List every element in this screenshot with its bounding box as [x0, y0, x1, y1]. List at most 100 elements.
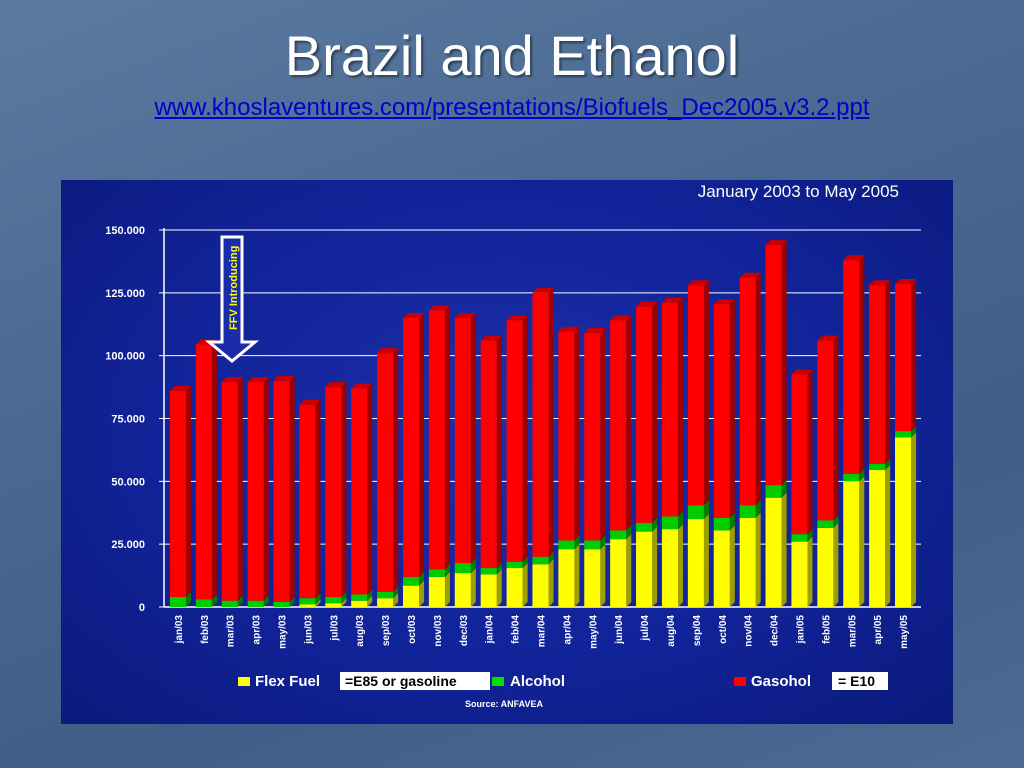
x-tick-label: aug/03	[355, 615, 366, 647]
bar-flex-fuel	[377, 598, 394, 607]
bar-side-alcohol	[548, 551, 554, 565]
bar-side-gasohol	[289, 375, 295, 602]
bar-stack-mar-04	[532, 287, 554, 607]
bar-top-cap	[351, 383, 373, 389]
bar-side-flex-fuel	[367, 595, 373, 607]
bar-top-cap	[325, 382, 347, 388]
bar-flex-fuel	[454, 573, 471, 607]
bar-stack-feb-03	[195, 339, 217, 607]
y-tick-label: 25.000	[111, 539, 145, 551]
bar-side-gasohol	[548, 287, 554, 557]
bar-gasohol	[817, 340, 834, 521]
bar-gasohol	[480, 340, 497, 569]
bar-side-alcohol	[833, 515, 839, 528]
bar-alcohol	[687, 505, 704, 520]
x-tick-label: dec/03	[459, 615, 470, 647]
bar-side-alcohol	[496, 563, 502, 575]
bar-stack-may-05	[895, 279, 917, 607]
bar-side-gasohol	[781, 240, 787, 486]
chart-source: Source: ANFAVEA	[465, 699, 544, 709]
bar-top-cap	[765, 240, 787, 246]
bar-flex-fuel	[739, 517, 756, 607]
bar-stack-mar-05	[843, 255, 865, 607]
legend-note-flex-fuel: =E85 or gasoline	[345, 673, 457, 689]
legend-label-alcohol: Alcohol	[510, 673, 565, 690]
source-link[interactable]: www.khoslaventures.com/presentations/Bio…	[154, 94, 870, 121]
bar-side-flex-fuel	[833, 522, 839, 607]
y-tick-label: 50.000	[111, 476, 145, 488]
bar-side-flex-fuel	[885, 465, 891, 607]
bar-gasohol	[687, 285, 704, 506]
x-tick-label: jul/04	[640, 615, 651, 642]
bar-side-alcohol	[574, 535, 580, 550]
x-tick-label: may/04	[588, 615, 599, 649]
bar-alcohol	[480, 568, 497, 575]
bar-gasohol	[402, 317, 420, 577]
bar-flex-fuel	[558, 549, 575, 607]
bar-stack-sep-03	[377, 348, 399, 607]
bar-side-gasohol	[237, 377, 243, 601]
bar-top-cap	[817, 335, 839, 341]
bar-flex-fuel	[480, 574, 497, 607]
bar-side-alcohol	[185, 591, 191, 607]
bar-side-gasohol	[263, 377, 269, 601]
bar-alcohol	[299, 598, 316, 605]
slide-title: Brazil and Ethanol	[284, 24, 740, 87]
y-axis-ticks: 0 25.000 50.000 75.000 100.000 125.000 150.000	[105, 225, 164, 614]
bar-alcohol	[506, 561, 523, 569]
bar-alcohol	[817, 520, 834, 528]
y-tick-label: 100.000	[105, 351, 145, 363]
x-tick-label: apr/03	[252, 615, 263, 645]
ffv-arrow: FFV Introducing	[204, 235, 260, 363]
bar-side-gasohol	[315, 399, 321, 599]
bar-alcohol	[636, 522, 653, 532]
bar-alcohol	[584, 540, 601, 550]
bar-side-alcohol	[859, 468, 865, 482]
x-tick-label: feb/05	[821, 615, 832, 644]
bar-top-cap	[791, 369, 813, 375]
bar-side-gasohol	[600, 328, 606, 541]
bar-side-alcohol	[419, 571, 425, 586]
bar-gasohol	[636, 306, 653, 523]
bar-side-flex-fuel	[678, 524, 684, 607]
bar-flex-fuel	[610, 539, 627, 607]
bar-side-gasohol	[341, 382, 347, 597]
bar-flex-fuel	[765, 497, 782, 607]
x-tick-label: nov/04	[744, 615, 755, 647]
bar-side-flex-fuel	[652, 526, 658, 607]
bar-gasohol	[610, 320, 627, 531]
bar-top-cap	[169, 385, 191, 391]
bar-side-gasohol	[885, 280, 891, 464]
x-tick-label: mar/05	[847, 615, 858, 648]
bars	[169, 240, 917, 607]
bar-gasohol	[325, 387, 342, 597]
bar-flex-fuel	[636, 531, 653, 607]
legend-label-gasohol: Gasohol	[751, 673, 811, 690]
bar-side-alcohol	[729, 512, 735, 531]
x-tick-label: nov/03	[433, 615, 444, 647]
bar-side-alcohol	[781, 480, 787, 498]
bar-side-flex-fuel	[470, 568, 476, 607]
x-tick-label: may/03	[278, 615, 289, 649]
bar-top-cap	[584, 328, 606, 334]
bar-alcohol	[895, 431, 912, 438]
bar-flex-fuel	[869, 470, 886, 607]
bar-gasohol	[221, 382, 238, 601]
bar-side-flex-fuel	[341, 598, 347, 607]
bar-top-cap	[636, 301, 658, 307]
y-tick-label: 125.000	[105, 288, 145, 300]
bar-flex-fuel	[843, 481, 860, 607]
bar-flex-fuel	[506, 568, 523, 607]
bar-flex-fuel	[687, 519, 704, 607]
bar-alcohol	[377, 591, 394, 599]
bar-gasohol	[843, 260, 860, 474]
y-tick-label: 0	[139, 602, 145, 614]
bar-side-gasohol	[755, 272, 761, 506]
x-tick-label: oct/04	[718, 615, 729, 644]
bar-alcohol	[791, 534, 808, 542]
bar-side-gasohol	[470, 312, 476, 564]
bar-top-cap	[454, 312, 476, 318]
bar-top-cap	[558, 326, 580, 332]
bar-side-gasohol	[393, 348, 399, 592]
x-tick-label: jun/03	[303, 615, 314, 645]
